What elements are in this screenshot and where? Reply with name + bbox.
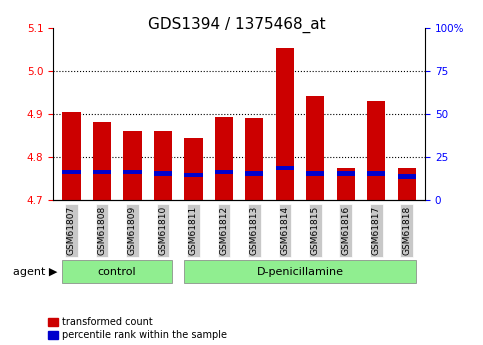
Bar (184, 173, 202, 177)
Text: GSM61817: GSM61817 (372, 206, 381, 255)
Bar (154, 131, 172, 200)
Bar (93, 122, 111, 200)
Text: GSM61814: GSM61814 (280, 206, 289, 255)
Bar (245, 118, 263, 200)
Bar (184, 138, 202, 200)
Bar (123, 170, 142, 174)
Text: agent ▶: agent ▶ (13, 267, 57, 277)
Bar (398, 174, 416, 178)
Bar (337, 168, 355, 200)
Bar (276, 166, 294, 170)
Bar (245, 171, 263, 176)
Text: GSM61815: GSM61815 (311, 206, 320, 255)
Text: GSM61811: GSM61811 (189, 206, 198, 255)
Text: GSM61810: GSM61810 (158, 206, 168, 255)
Text: GSM61807: GSM61807 (67, 206, 76, 255)
Text: D-penicillamine: D-penicillamine (256, 267, 343, 277)
Bar (215, 117, 233, 200)
Bar (306, 96, 325, 200)
Text: GSM61813: GSM61813 (250, 206, 259, 255)
Bar (62, 112, 81, 200)
Bar (367, 171, 385, 176)
Text: GSM61818: GSM61818 (402, 206, 411, 255)
Bar (93, 170, 111, 174)
Text: GSM61809: GSM61809 (128, 206, 137, 255)
Bar (306, 171, 325, 176)
Text: GSM61808: GSM61808 (98, 206, 106, 255)
Text: GSM61816: GSM61816 (341, 206, 350, 255)
Bar (398, 168, 416, 200)
Bar (154, 171, 172, 176)
Text: GDS1394 / 1375468_at: GDS1394 / 1375468_at (148, 17, 326, 33)
Legend: transformed count, percentile rank within the sample: transformed count, percentile rank withi… (48, 317, 227, 340)
Bar (367, 101, 385, 200)
Text: control: control (98, 267, 137, 277)
Text: GSM61812: GSM61812 (219, 206, 228, 255)
Bar (276, 48, 294, 200)
Bar (215, 170, 233, 174)
Bar (123, 131, 142, 200)
Bar (337, 171, 355, 176)
Bar (62, 170, 81, 174)
